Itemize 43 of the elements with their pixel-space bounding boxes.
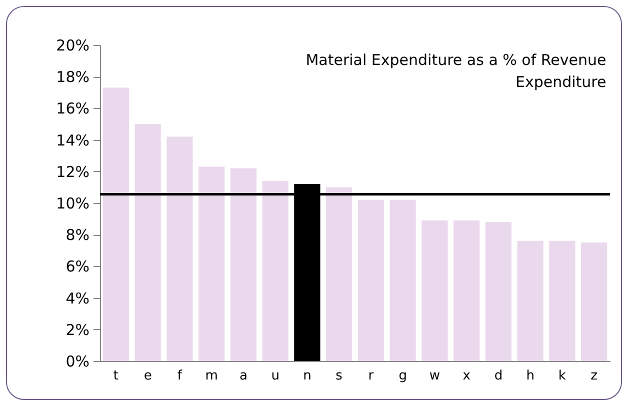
x-tick-label: k [558, 368, 566, 384]
x-tick-label: h [526, 368, 534, 384]
x-tick-label: u [271, 368, 280, 384]
bar [358, 200, 384, 361]
x-tick-label: s [336, 368, 343, 384]
bar [517, 240, 544, 361]
x-tick-label: d [494, 368, 503, 384]
bar [549, 240, 576, 361]
y-tick-label: 2% [66, 320, 90, 339]
bar [580, 242, 608, 361]
x-tick-label: m [205, 368, 218, 384]
y-tick-label: 16% [56, 100, 90, 118]
y-tick-label: 0% [66, 352, 90, 370]
bar [166, 136, 193, 361]
x-tick-label: g [398, 368, 407, 384]
y-tick-label: 18% [56, 68, 90, 86]
x-tick-label: e [144, 368, 152, 384]
y-tick-label: 12% [56, 162, 90, 181]
bar [230, 168, 257, 361]
x-tick-label: f [177, 368, 182, 384]
y-tick-label: 20% [56, 36, 90, 54]
bar [453, 220, 480, 361]
x-tick-label: x [462, 368, 471, 384]
bar [390, 200, 416, 361]
bar [326, 187, 352, 361]
bar [422, 220, 448, 361]
x-tick-label: t [113, 368, 118, 384]
x-tick-label: z [590, 368, 598, 384]
bar [485, 222, 512, 361]
x-tick-label: r [368, 368, 374, 384]
y-tick-label: 8% [66, 226, 90, 244]
y-tick-label: 10% [56, 194, 90, 212]
bar [262, 180, 288, 361]
x-tick-label: a [239, 368, 248, 384]
y-tick-label: 14% [56, 131, 90, 150]
y-tick-label: 6% [66, 258, 90, 276]
y-tick-label: 4% [66, 289, 90, 308]
bar [102, 88, 130, 361]
x-tick-label: n [303, 368, 312, 384]
text: Material Expenditure as a % of Revenue Expenditure [306, 51, 606, 91]
bar [134, 124, 161, 361]
x-tick-label: w [429, 368, 440, 384]
bar [198, 166, 225, 361]
